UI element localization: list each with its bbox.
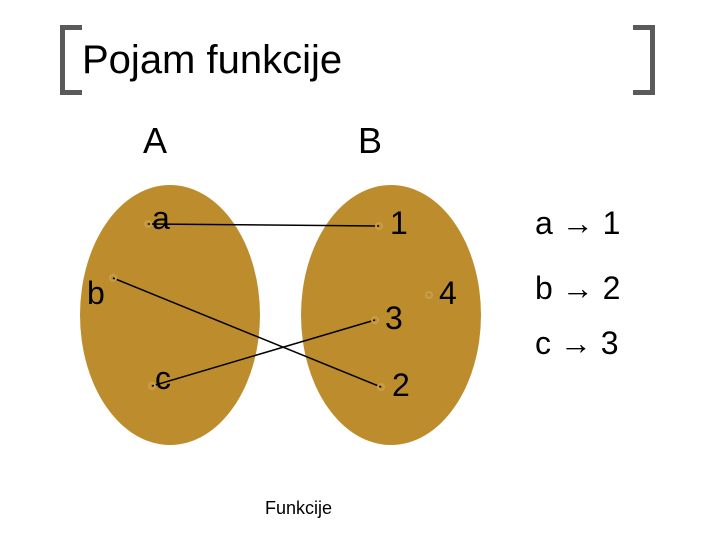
mapping-0: a → 1 [535,205,620,242]
element-label-2: 2 [392,367,410,404]
mapping-2: c → 3 [535,325,619,362]
element-dot-3 [371,316,379,324]
element-dot-b [109,274,117,282]
set-b-label: B [358,120,382,162]
set-a-ellipse [80,185,260,445]
element-dot-a [144,220,152,228]
element-dot-4 [425,291,433,299]
mapping-1: b → 2 [535,270,620,307]
element-label-3: 3 [385,300,403,337]
element-label-a: a [152,200,170,237]
element-label-4: 4 [439,275,457,312]
element-label-1: 1 [390,205,408,242]
title-bracket-left [60,25,82,95]
element-label-b: b [87,275,105,312]
element-dot-2 [377,383,385,391]
title-bracket-right [633,25,655,95]
footer-text: Funkcije [265,498,332,519]
element-dot-c [148,382,156,390]
slide-title: Pojam funkcije [82,38,342,83]
set-a-label: A [143,120,167,162]
element-label-c: c [155,360,171,397]
element-dot-1 [375,222,383,230]
